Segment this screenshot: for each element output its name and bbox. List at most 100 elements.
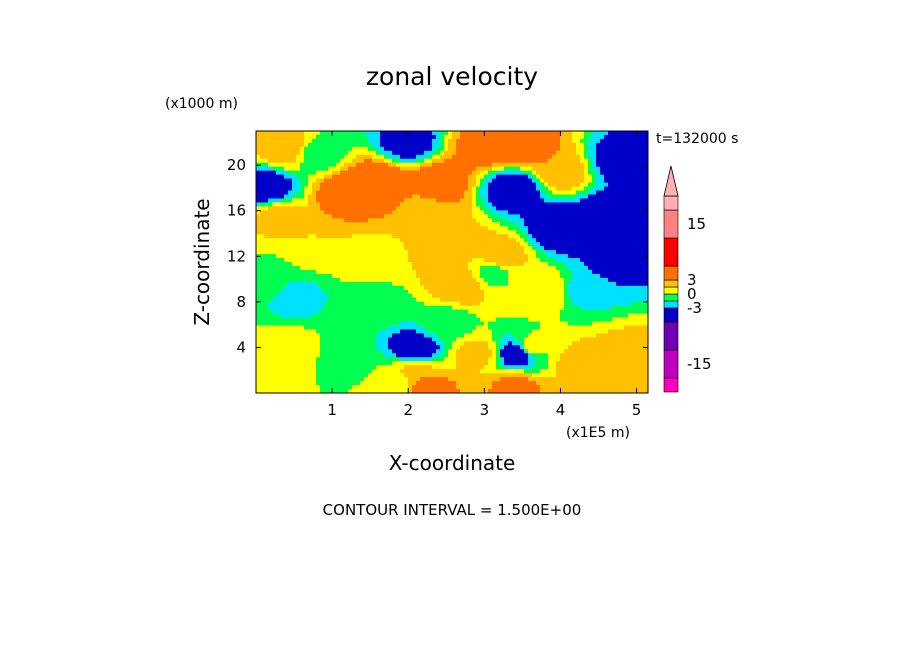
field-cell (564, 246, 569, 251)
field-cell (488, 321, 493, 327)
field-cell (256, 178, 261, 184)
field-cell (448, 150, 453, 156)
field-cell (588, 202, 593, 208)
field-cell (552, 285, 557, 291)
field-cell (468, 138, 473, 144)
field-cell (464, 134, 469, 140)
field-cell (632, 313, 637, 319)
field-cell (548, 329, 553, 335)
field-cell (584, 214, 589, 219)
field-cell (368, 289, 373, 295)
field-cell (536, 150, 541, 156)
field-cell (316, 134, 321, 140)
field-cell (512, 321, 517, 327)
field-cell (372, 293, 377, 299)
field-cell (276, 246, 281, 251)
field-cell (392, 262, 397, 267)
field-cell (560, 285, 565, 291)
field-cell (572, 321, 577, 327)
field-cell (280, 182, 285, 188)
field-cell (260, 166, 265, 172)
field-cell (396, 198, 401, 204)
field-cell (404, 134, 409, 140)
field-cell (612, 250, 617, 255)
field-cell (640, 178, 645, 184)
field-cell (556, 154, 561, 160)
field-cell (368, 309, 373, 315)
field-cell (548, 174, 553, 180)
field-cell (328, 262, 333, 267)
field-cell (548, 313, 553, 319)
field-cell (436, 277, 441, 283)
field-cell (464, 313, 469, 319)
field-cell (288, 194, 293, 200)
field-cell (300, 186, 305, 192)
field-cell (564, 250, 569, 255)
field-cell (372, 146, 377, 152)
field-cell (532, 138, 537, 144)
field-cell (260, 142, 265, 148)
field-cell (320, 190, 325, 196)
field-cell (388, 329, 393, 335)
field-cell (576, 265, 581, 271)
field-cell (512, 305, 517, 311)
field-cell (596, 154, 601, 160)
field-cell (480, 194, 485, 200)
field-cell (368, 166, 373, 172)
field-cell (452, 246, 457, 251)
field-cell (568, 325, 573, 331)
field-cell (500, 313, 505, 319)
field-cell (496, 174, 501, 180)
field-cell (460, 131, 465, 136)
field-cell (552, 222, 557, 227)
field-cell (632, 202, 637, 208)
field-cell (260, 242, 265, 247)
field-cell (456, 150, 461, 156)
field-cell (256, 281, 261, 287)
field-cell (324, 329, 329, 335)
field-cell (384, 214, 389, 219)
field-cell (272, 142, 277, 148)
field-cell (432, 281, 437, 287)
field-cell (348, 194, 353, 200)
field-cell (484, 258, 489, 263)
field-cell (532, 146, 537, 152)
field-cell (508, 277, 513, 283)
field-cell (352, 265, 357, 271)
field-cell (316, 293, 321, 299)
field-cell (416, 166, 421, 172)
field-cell (324, 265, 329, 271)
field-cell (380, 178, 385, 184)
field-cell (316, 254, 321, 259)
field-cell (576, 297, 581, 303)
field-cell (504, 269, 509, 275)
field-cell (308, 154, 313, 160)
field-cell (296, 277, 301, 283)
field-cell (460, 142, 465, 148)
field-cell (632, 198, 637, 204)
field-cell (620, 198, 625, 204)
field-cell (304, 325, 309, 331)
field-cell (588, 186, 593, 192)
field-cell (484, 166, 489, 172)
field-cell (472, 309, 477, 315)
field-cell (328, 226, 333, 231)
field-cell (632, 285, 637, 291)
field-cell (428, 305, 433, 311)
field-cell (456, 317, 461, 323)
field-cell (400, 146, 405, 152)
field-cell (432, 329, 437, 335)
field-cell (516, 321, 521, 327)
field-cell (464, 230, 469, 235)
field-cell (496, 321, 501, 327)
field-cell (412, 182, 417, 188)
field-cell (552, 174, 557, 180)
field-cell (504, 238, 509, 243)
field-cell (284, 190, 289, 196)
field-cell (372, 305, 377, 311)
field-cell (268, 301, 273, 307)
field-cell (552, 142, 557, 148)
field-cell (448, 277, 453, 283)
field-cell (412, 214, 417, 219)
field-cell (580, 254, 585, 259)
